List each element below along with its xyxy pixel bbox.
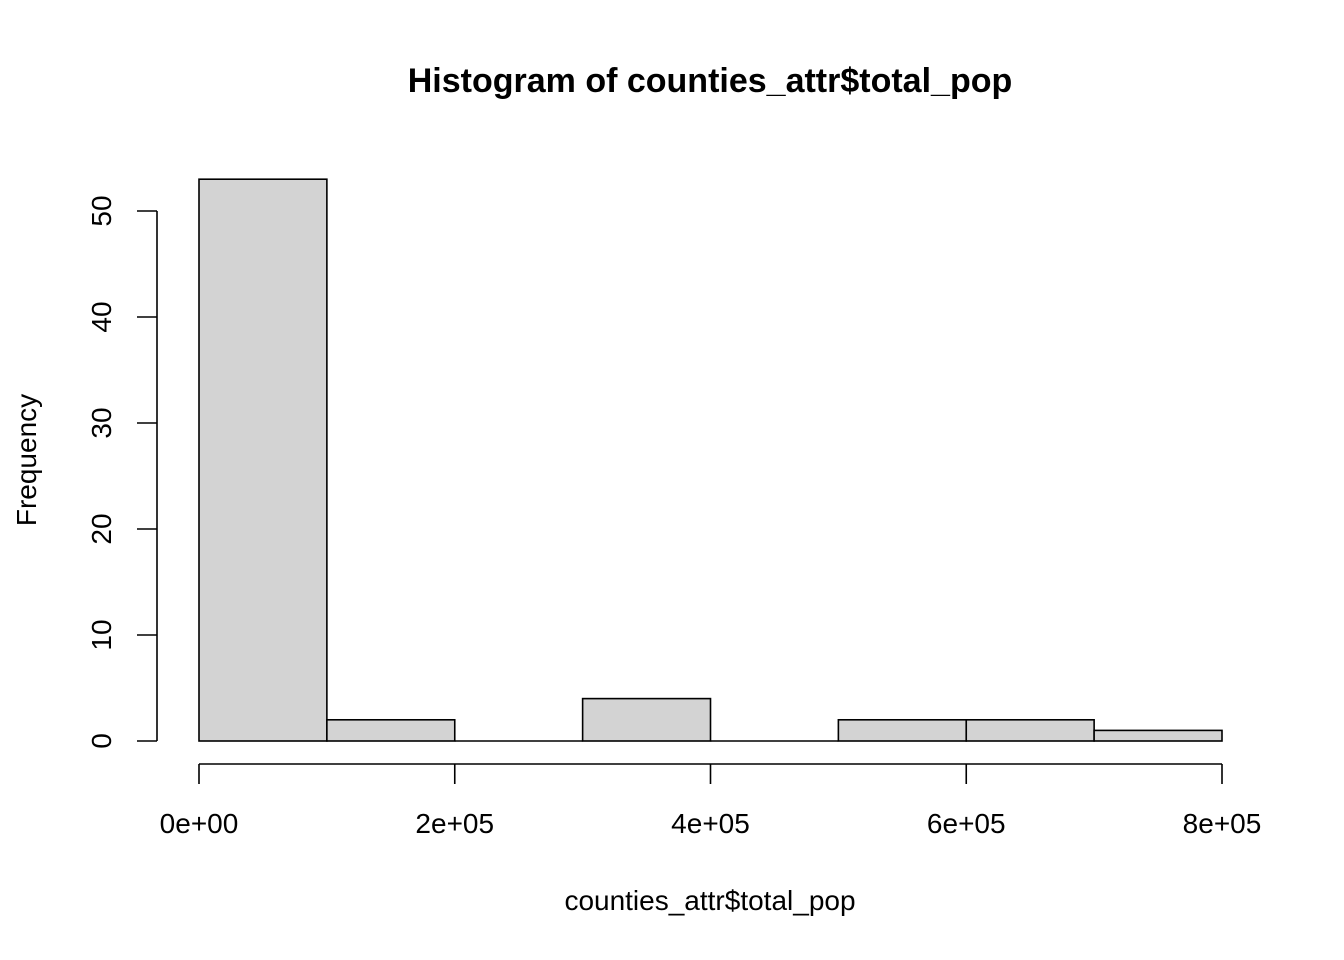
bars-group bbox=[198, 178, 1223, 742]
x-tick-label-2: 4e+05 bbox=[671, 808, 750, 839]
y-tick-label-0: 0 bbox=[86, 733, 117, 749]
y-tick-label-4: 40 bbox=[86, 301, 117, 332]
histogram-bar-1 bbox=[326, 718, 456, 742]
chart-title: Histogram of counties_attr$total_pop bbox=[408, 62, 1013, 100]
x-tick-label-3: 6e+05 bbox=[927, 808, 1006, 839]
y-tick-label-1: 10 bbox=[86, 619, 117, 650]
histogram-bar-3 bbox=[581, 697, 712, 742]
x-tick-label-1: 2e+05 bbox=[415, 808, 494, 839]
y-axis-label: Frequency bbox=[11, 394, 42, 526]
histogram-bar-7 bbox=[1093, 729, 1223, 742]
histogram-bar-6 bbox=[965, 718, 1095, 742]
histogram-bar-5 bbox=[837, 718, 968, 742]
y-tick-label-5: 50 bbox=[86, 195, 117, 226]
x-axis-label: counties_attr$total_pop bbox=[564, 885, 855, 916]
histogram-bar-0 bbox=[198, 178, 328, 742]
x-tick-label-0: 0e+00 bbox=[160, 808, 239, 839]
y-axis: 0 10 20 30 40 50 bbox=[86, 195, 158, 749]
y-tick-label-2: 20 bbox=[86, 513, 117, 544]
x-axis: 0e+00 2e+05 4e+05 6e+05 8e+05 bbox=[160, 763, 1262, 839]
x-tick-label-4: 8e+05 bbox=[1183, 808, 1262, 839]
y-tick-label-3: 30 bbox=[86, 407, 117, 438]
